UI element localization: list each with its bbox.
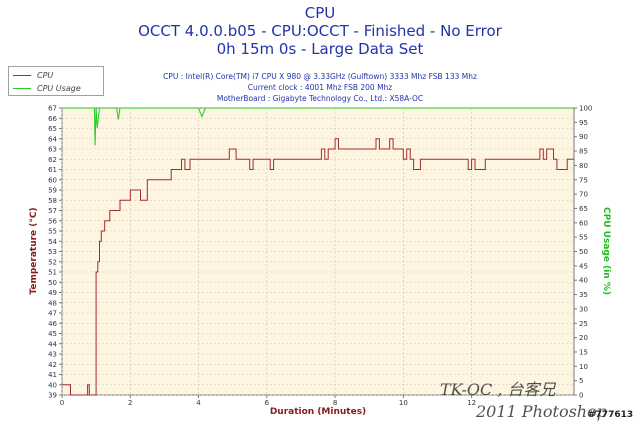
watermark-year: 2011 Photoshop xyxy=(476,402,607,421)
y-tick-label: 61 xyxy=(48,166,57,174)
watermark-tag: #777613 xyxy=(588,410,634,420)
x-axis-ticks: 0 2 4 6 8 10 12 xyxy=(60,395,476,407)
series-line-cpu-usage xyxy=(62,107,574,146)
y2-tick-label: 30 xyxy=(579,305,588,313)
x-tick-label: 10 xyxy=(399,399,408,407)
series-line-cpu xyxy=(62,138,574,396)
chart-subtitle-duration: 0h 15m 0s - Large Data Set xyxy=(216,40,424,58)
legend-item-cpu: CPU xyxy=(13,69,53,81)
x-tick-label: 0 xyxy=(60,399,64,407)
y-tick-label: 43 xyxy=(48,351,57,359)
y-tick-label: 67 xyxy=(48,105,57,113)
y-axis-label: Temperature (°C) xyxy=(29,207,39,294)
motherboard-info: MotherBoard : Gigabyte Technology Co., L… xyxy=(216,94,424,103)
x-tick-label: 8 xyxy=(333,399,337,407)
y2-tick-label: 65 xyxy=(579,205,588,213)
y-tick-label: 55 xyxy=(48,228,57,236)
legend-label-cpu-usage: CPU Usage xyxy=(37,83,81,93)
y-tick-label: 57 xyxy=(48,207,57,215)
y2-tick-label: 75 xyxy=(579,176,588,184)
y2-tick-label: 60 xyxy=(579,219,588,227)
y-tick-label: 64 xyxy=(48,135,57,143)
y-tick-label: 49 xyxy=(48,289,57,297)
y-tick-label: 54 xyxy=(48,238,57,246)
watermark-author: TK-OC , 台客兄 xyxy=(440,380,556,399)
y-tick-label: 63 xyxy=(48,146,57,154)
x-tick-label: 6 xyxy=(265,399,270,407)
y-tick-label: 50 xyxy=(48,279,57,287)
y2-tick-label: 90 xyxy=(579,133,588,141)
y2-tick-label: 95 xyxy=(579,119,588,127)
series-layer xyxy=(62,107,574,396)
y2-tick-label: 80 xyxy=(579,162,588,170)
legend-label-cpu: CPU xyxy=(37,70,54,80)
legend-swatch-cpu-usage xyxy=(13,87,31,89)
y-tick-label: 46 xyxy=(48,320,57,328)
x-tick-label: 4 xyxy=(196,399,201,407)
y2-tick-label: 5 xyxy=(579,377,583,385)
y-tick-label: 60 xyxy=(48,176,57,184)
y-tick-label: 58 xyxy=(48,197,57,205)
y-tick-label: 47 xyxy=(48,310,57,318)
y-tick-label: 53 xyxy=(48,248,57,256)
y-tick-label: 39 xyxy=(48,392,57,400)
y2-tick-label: 70 xyxy=(579,191,588,199)
y-tick-label: 62 xyxy=(48,156,57,164)
y-tick-label: 45 xyxy=(48,330,57,338)
y2-tick-label: 15 xyxy=(579,348,588,356)
y2-axis-label: CPU Usage (in %) xyxy=(601,207,611,295)
y-tick-label: 41 xyxy=(48,371,57,379)
cpu-info: CPU : Intel(R) Core(TM) i7 CPU X 980 @ 3… xyxy=(163,72,477,81)
clock-info: Current clock : 4001 Mhz FSB 200 Mhz xyxy=(247,83,393,92)
y-axis-ticks: 39 40 41 42 43 44 45 46 47 48 49 50 51 52 53 54 55 56 57 58… xyxy=(48,105,62,400)
y-tick-label: 42 xyxy=(48,361,57,369)
y-tick-label: 40 xyxy=(48,381,57,389)
y-tick-label: 56 xyxy=(48,217,57,225)
y2-tick-label: 20 xyxy=(579,334,588,342)
y2-tick-label: 40 xyxy=(579,277,588,285)
chart-subtitle-test: OCCT 4.0.0.b05 - CPU:OCCT - Finished - N… xyxy=(138,22,502,40)
chart-legend: CPU CPU Usage xyxy=(8,66,104,96)
y2-tick-label: 85 xyxy=(579,148,588,156)
y-tick-label: 44 xyxy=(48,340,57,348)
y2-tick-label: 50 xyxy=(579,248,588,256)
y-tick-label: 65 xyxy=(48,125,57,133)
y2-axis-ticks: 0 5 10 15 20 25 30 35 40 45 50 55 60 65 70 75 80 85 90 95 10… xyxy=(574,105,592,400)
x-tick-label: 12 xyxy=(467,399,476,407)
y2-tick-label: 25 xyxy=(579,320,588,328)
y2-tick-label: 100 xyxy=(579,105,592,113)
y2-tick-label: 35 xyxy=(579,291,588,299)
y-tick-label: 52 xyxy=(48,258,57,266)
y2-tick-label: 45 xyxy=(579,262,588,270)
y-tick-label: 59 xyxy=(48,187,57,195)
x-axis-label: Duration (Minutes) xyxy=(270,407,366,417)
y2-tick-label: 10 xyxy=(579,363,588,371)
y-tick-label: 51 xyxy=(48,269,57,277)
chart-title: CPU xyxy=(304,4,336,22)
legend-item-cpu-usage: CPU Usage xyxy=(13,82,81,94)
y2-tick-label: 0 xyxy=(579,392,583,400)
legend-swatch-cpu xyxy=(13,74,31,76)
y2-tick-label: 55 xyxy=(579,234,588,242)
x-tick-label: 2 xyxy=(128,399,132,407)
y-tick-label: 48 xyxy=(48,299,57,307)
y-tick-label: 66 xyxy=(48,115,57,123)
